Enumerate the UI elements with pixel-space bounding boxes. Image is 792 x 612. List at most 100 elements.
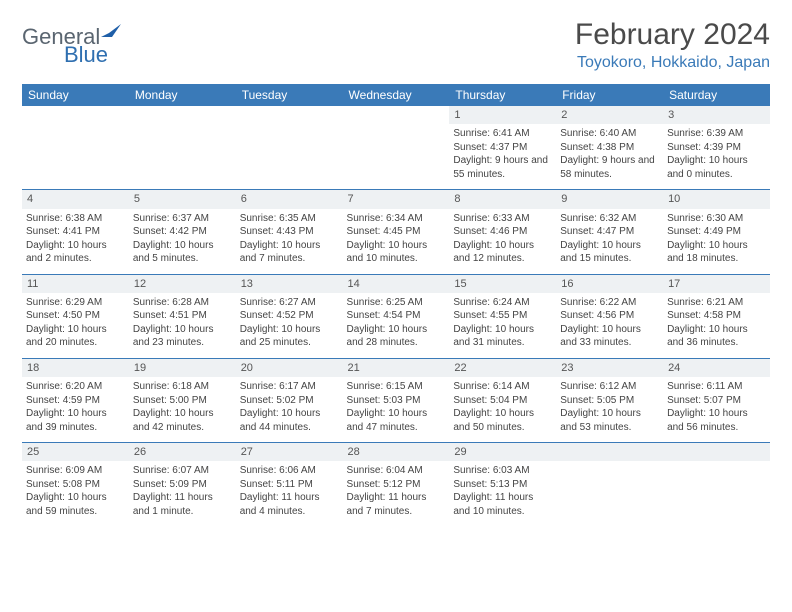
day-cell: Sunrise: 6:21 AMSunset: 4:58 PMDaylight:… bbox=[663, 293, 770, 359]
daylight-text: Daylight: 10 hours and 15 minutes. bbox=[560, 239, 659, 266]
daylight-text: Daylight: 10 hours and 0 minutes. bbox=[667, 154, 766, 181]
day-number-cell: 28 bbox=[343, 443, 450, 462]
daynum-row: 45678910 bbox=[22, 190, 770, 209]
daynum-row: 18192021222324 bbox=[22, 358, 770, 377]
sunset-text: Sunset: 5:04 PM bbox=[453, 394, 552, 408]
sunset-text: Sunset: 4:49 PM bbox=[667, 225, 766, 239]
day-cell: Sunrise: 6:12 AMSunset: 5:05 PMDaylight:… bbox=[556, 377, 663, 443]
daynum-row: 2526272829 bbox=[22, 443, 770, 462]
daylight-text: Daylight: 11 hours and 10 minutes. bbox=[453, 491, 552, 518]
daylight-text: Daylight: 10 hours and 18 minutes. bbox=[667, 239, 766, 266]
day-number-cell: 8 bbox=[449, 190, 556, 209]
day-detail: Sunrise: 6:21 AMSunset: 4:58 PMDaylight:… bbox=[667, 296, 766, 350]
sunset-text: Sunset: 4:59 PM bbox=[26, 394, 125, 408]
sunrise-text: Sunrise: 6:20 AM bbox=[26, 380, 125, 394]
daylight-text: Daylight: 10 hours and 44 minutes. bbox=[240, 407, 339, 434]
sunset-text: Sunset: 5:00 PM bbox=[133, 394, 232, 408]
day-cell: Sunrise: 6:35 AMSunset: 4:43 PMDaylight:… bbox=[236, 209, 343, 275]
week-row: Sunrise: 6:38 AMSunset: 4:41 PMDaylight:… bbox=[22, 209, 770, 275]
day-number-cell bbox=[556, 443, 663, 462]
daylight-text: Daylight: 9 hours and 58 minutes. bbox=[560, 154, 659, 181]
day-number-cell bbox=[22, 106, 129, 124]
sunrise-text: Sunrise: 6:06 AM bbox=[240, 464, 339, 478]
day-detail: Sunrise: 6:18 AMSunset: 5:00 PMDaylight:… bbox=[133, 380, 232, 434]
sunset-text: Sunset: 4:50 PM bbox=[26, 309, 125, 323]
day-cell: Sunrise: 6:34 AMSunset: 4:45 PMDaylight:… bbox=[343, 209, 450, 275]
sunset-text: Sunset: 5:09 PM bbox=[133, 478, 232, 492]
dow-header-row: Sunday Monday Tuesday Wednesday Thursday… bbox=[22, 84, 770, 106]
day-cell bbox=[343, 124, 450, 190]
sunset-text: Sunset: 5:11 PM bbox=[240, 478, 339, 492]
day-cell: Sunrise: 6:24 AMSunset: 4:55 PMDaylight:… bbox=[449, 293, 556, 359]
calendar-body: 123 Sunrise: 6:41 AMSunset: 4:37 PMDaylig… bbox=[22, 106, 770, 526]
day-number-cell: 17 bbox=[663, 274, 770, 293]
day-number-cell: 11 bbox=[22, 274, 129, 293]
daynum-row: 11121314151617 bbox=[22, 274, 770, 293]
day-number-cell: 24 bbox=[663, 358, 770, 377]
day-cell: Sunrise: 6:18 AMSunset: 5:00 PMDaylight:… bbox=[129, 377, 236, 443]
sunset-text: Sunset: 4:46 PM bbox=[453, 225, 552, 239]
sunrise-text: Sunrise: 6:22 AM bbox=[560, 296, 659, 310]
day-number-cell: 12 bbox=[129, 274, 236, 293]
daylight-text: Daylight: 11 hours and 4 minutes. bbox=[240, 491, 339, 518]
day-cell: Sunrise: 6:37 AMSunset: 4:42 PMDaylight:… bbox=[129, 209, 236, 275]
day-number-cell: 29 bbox=[449, 443, 556, 462]
daynum-row: 123 bbox=[22, 106, 770, 124]
day-detail: Sunrise: 6:15 AMSunset: 5:03 PMDaylight:… bbox=[347, 380, 446, 434]
day-cell: Sunrise: 6:33 AMSunset: 4:46 PMDaylight:… bbox=[449, 209, 556, 275]
day-number-cell bbox=[663, 443, 770, 462]
sunrise-text: Sunrise: 6:32 AM bbox=[560, 212, 659, 226]
sunrise-text: Sunrise: 6:33 AM bbox=[453, 212, 552, 226]
day-cell: Sunrise: 6:40 AMSunset: 4:38 PMDaylight:… bbox=[556, 124, 663, 190]
day-number-cell: 25 bbox=[22, 443, 129, 462]
daylight-text: Daylight: 10 hours and 53 minutes. bbox=[560, 407, 659, 434]
sunrise-text: Sunrise: 6:40 AM bbox=[560, 127, 659, 141]
day-cell bbox=[22, 124, 129, 190]
sunrise-text: Sunrise: 6:30 AM bbox=[667, 212, 766, 226]
day-cell: Sunrise: 6:22 AMSunset: 4:56 PMDaylight:… bbox=[556, 293, 663, 359]
day-detail: Sunrise: 6:37 AMSunset: 4:42 PMDaylight:… bbox=[133, 212, 232, 266]
day-cell: Sunrise: 6:20 AMSunset: 4:59 PMDaylight:… bbox=[22, 377, 129, 443]
sunset-text: Sunset: 4:45 PM bbox=[347, 225, 446, 239]
daylight-text: Daylight: 10 hours and 5 minutes. bbox=[133, 239, 232, 266]
day-cell: Sunrise: 6:03 AMSunset: 5:13 PMDaylight:… bbox=[449, 461, 556, 526]
day-detail: Sunrise: 6:25 AMSunset: 4:54 PMDaylight:… bbox=[347, 296, 446, 350]
day-cell bbox=[129, 124, 236, 190]
day-cell: Sunrise: 6:29 AMSunset: 4:50 PMDaylight:… bbox=[22, 293, 129, 359]
day-cell: Sunrise: 6:07 AMSunset: 5:09 PMDaylight:… bbox=[129, 461, 236, 526]
sunset-text: Sunset: 4:43 PM bbox=[240, 225, 339, 239]
day-detail: Sunrise: 6:33 AMSunset: 4:46 PMDaylight:… bbox=[453, 212, 552, 266]
sunrise-text: Sunrise: 6:41 AM bbox=[453, 127, 552, 141]
sunrise-text: Sunrise: 6:38 AM bbox=[26, 212, 125, 226]
sunset-text: Sunset: 4:56 PM bbox=[560, 309, 659, 323]
day-cell: Sunrise: 6:09 AMSunset: 5:08 PMDaylight:… bbox=[22, 461, 129, 526]
day-detail: Sunrise: 6:41 AMSunset: 4:37 PMDaylight:… bbox=[453, 127, 552, 181]
day-detail: Sunrise: 6:20 AMSunset: 4:59 PMDaylight:… bbox=[26, 380, 125, 434]
day-detail: Sunrise: 6:09 AMSunset: 5:08 PMDaylight:… bbox=[26, 464, 125, 518]
day-cell bbox=[556, 461, 663, 526]
sunrise-text: Sunrise: 6:29 AM bbox=[26, 296, 125, 310]
day-cell: Sunrise: 6:14 AMSunset: 5:04 PMDaylight:… bbox=[449, 377, 556, 443]
day-detail: Sunrise: 6:39 AMSunset: 4:39 PMDaylight:… bbox=[667, 127, 766, 181]
sunset-text: Sunset: 5:07 PM bbox=[667, 394, 766, 408]
week-row: Sunrise: 6:41 AMSunset: 4:37 PMDaylight:… bbox=[22, 124, 770, 190]
day-detail: Sunrise: 6:12 AMSunset: 5:05 PMDaylight:… bbox=[560, 380, 659, 434]
day-detail: Sunrise: 6:35 AMSunset: 4:43 PMDaylight:… bbox=[240, 212, 339, 266]
dow-saturday: Saturday bbox=[663, 84, 770, 106]
daylight-text: Daylight: 10 hours and 47 minutes. bbox=[347, 407, 446, 434]
dow-friday: Friday bbox=[556, 84, 663, 106]
daylight-text: Daylight: 10 hours and 42 minutes. bbox=[133, 407, 232, 434]
day-number-cell bbox=[343, 106, 450, 124]
day-number-cell: 16 bbox=[556, 274, 663, 293]
sunrise-text: Sunrise: 6:25 AM bbox=[347, 296, 446, 310]
daylight-text: Daylight: 10 hours and 59 minutes. bbox=[26, 491, 125, 518]
daylight-text: Daylight: 10 hours and 36 minutes. bbox=[667, 323, 766, 350]
daylight-text: Daylight: 10 hours and 2 minutes. bbox=[26, 239, 125, 266]
page-title: February 2024 bbox=[575, 18, 770, 52]
sunrise-text: Sunrise: 6:07 AM bbox=[133, 464, 232, 478]
day-cell: Sunrise: 6:38 AMSunset: 4:41 PMDaylight:… bbox=[22, 209, 129, 275]
sunset-text: Sunset: 4:39 PM bbox=[667, 141, 766, 155]
day-cell: Sunrise: 6:39 AMSunset: 4:39 PMDaylight:… bbox=[663, 124, 770, 190]
day-number-cell: 23 bbox=[556, 358, 663, 377]
day-detail: Sunrise: 6:17 AMSunset: 5:02 PMDaylight:… bbox=[240, 380, 339, 434]
